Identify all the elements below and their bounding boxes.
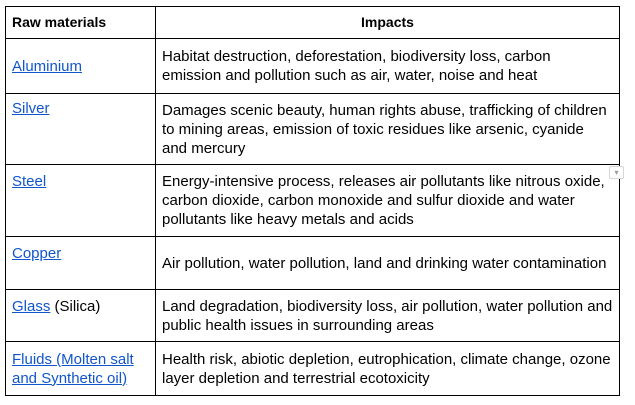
material-link-steel[interactable]: Steel [12, 173, 47, 190]
material-cell: Fluids (Molten salt and Synthetic oil) [5, 341, 156, 396]
impact-cell: Damages scenic beauty, human rights abus… [155, 93, 620, 165]
material-link-fluids[interactable]: Fluids (Molten salt and Synthetic oil) [12, 350, 134, 387]
chevron-down-icon[interactable]: ▾ [609, 166, 624, 179]
material-link-silver[interactable]: Silver [12, 100, 50, 117]
table-row: Steel Energy-intensive process, releases… [5, 164, 620, 237]
raw-materials-impacts-table: Raw materials Impacts Aluminium Habitat … [5, 6, 620, 396]
material-link-glass[interactable]: Glass [12, 298, 51, 315]
material-cell: Glass (Silica) [5, 289, 156, 342]
material-cell: Aluminium [5, 38, 156, 94]
table-row: Glass (Silica) Land degradation, biodive… [5, 289, 620, 342]
header-impacts: Impacts [155, 6, 620, 39]
impact-cell: Air pollution, water pollution, land and… [155, 236, 620, 290]
material-cell: Copper [5, 236, 156, 290]
table-row: Fluids (Molten salt and Synthetic oil) H… [5, 341, 620, 396]
impact-cell: Energy-intensive process, releases air p… [155, 164, 620, 237]
impact-cell: Health risk, abiotic depletion, eutrophi… [155, 341, 620, 396]
material-link-copper[interactable]: Copper [12, 245, 62, 262]
impact-cell: Habitat destruction, deforestation, biod… [155, 38, 620, 94]
material-cell: Silver [5, 93, 156, 165]
material-cell: Steel [5, 164, 156, 237]
material-suffix: (Silica) [50, 298, 101, 315]
table-row: Copper Air pollution, water pollution, l… [5, 236, 620, 290]
table-row: Silver Damages scenic beauty, human righ… [5, 93, 620, 165]
material-link-aluminium[interactable]: Aluminium [12, 57, 83, 75]
table-header-row: Raw materials Impacts [5, 6, 620, 39]
impact-cell: Land degradation, biodiversity loss, air… [155, 289, 620, 342]
header-raw-materials: Raw materials [5, 6, 156, 39]
table-row: Aluminium Habitat destruction, deforesta… [5, 38, 620, 94]
